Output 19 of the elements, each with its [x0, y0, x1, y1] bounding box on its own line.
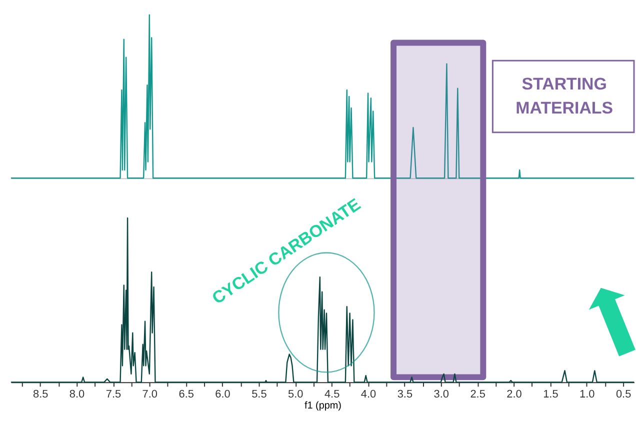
x-tick-label: 2.5 — [470, 388, 486, 401]
x-tick-label: 4.5 — [324, 388, 340, 401]
x-tick-label: 6.0 — [215, 388, 230, 401]
x-tick-label: 6.5 — [178, 388, 194, 401]
annotation: STARTING MATERIALS — [516, 74, 614, 118]
x-tick-label: 7.0 — [142, 388, 158, 401]
x-tick-label: 8.0 — [69, 388, 85, 401]
x-tick-label: 5.0 — [288, 388, 304, 401]
x-tick-label: 1.5 — [543, 388, 558, 401]
x-tick-label: 2.0 — [506, 388, 522, 401]
x-tick-label: 4.0 — [360, 388, 376, 401]
x-axis-title: f1 (ppm) — [304, 400, 342, 412]
x-tick-label: 1.0 — [580, 388, 595, 401]
x-tick-label: 8.5 — [32, 388, 48, 401]
x-tick-label: 5.5 — [252, 388, 267, 401]
x-tick-label: 3.5 — [397, 388, 413, 401]
x-tick-label: 0.5 — [616, 388, 632, 401]
x-tick-label: 7.5 — [106, 388, 122, 401]
x-tick-label: 3.0 — [434, 388, 450, 401]
